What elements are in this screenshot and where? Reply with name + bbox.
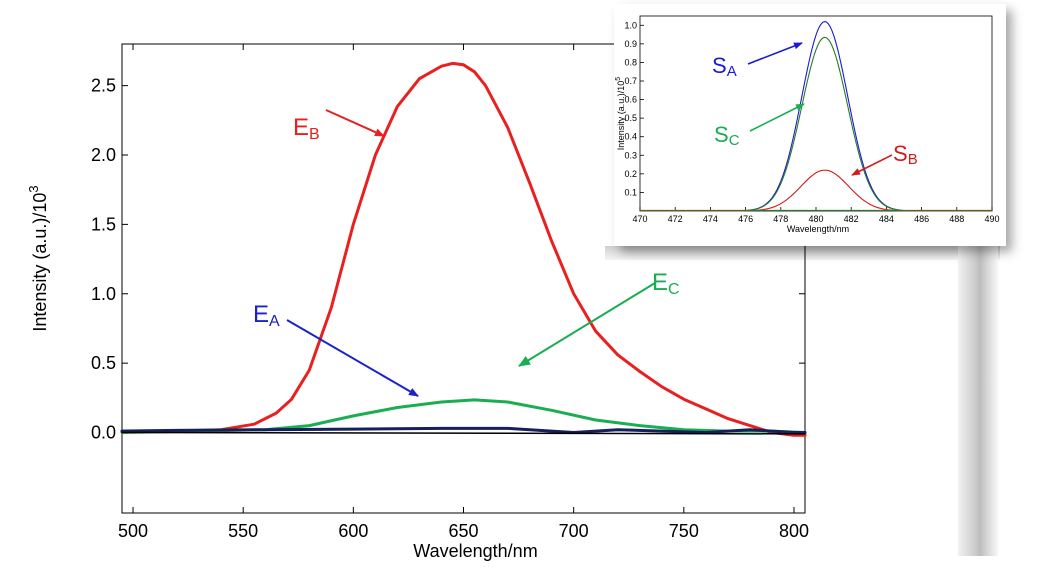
y-tick-label: 1.5 [91, 214, 116, 234]
inset-y-tick-label: 0.8 [624, 57, 637, 67]
inset-y-tick-label: 0.3 [624, 150, 637, 160]
series-label-sub: B [309, 126, 320, 143]
series-label-e-c: EC [652, 269, 680, 298]
y-axis-label-text: Intensity (a.u.)/10 [30, 193, 50, 332]
inset-y-tick-label: 0.2 [624, 169, 637, 179]
inset-arrow-s-b [851, 154, 893, 176]
inset-x-tick-label: 488 [949, 214, 964, 224]
inset-y-tick-label: 0.7 [624, 76, 637, 86]
inset-series-label-sub: B [908, 151, 918, 168]
inset-y-tick-label: 0.1 [624, 187, 637, 197]
inset-y-tick-label: 0.4 [624, 132, 637, 142]
x-tick-label: 500 [118, 521, 148, 541]
inset-x-tick-label: 478 [773, 214, 788, 224]
inset-series-s-b [640, 169, 992, 212]
y-tick-label: 0.0 [91, 423, 116, 443]
series-e-c [120, 398, 807, 434]
inset-chart: 470 472 474 476 478 480 482 484 486 488 490 0.1 0.2 0… [615, 15, 1000, 234]
arrow-e-a [286, 319, 419, 397]
inset-shadow-top [605, 246, 1000, 260]
inset-arrow-s-c [749, 103, 805, 132]
inset-panel: 470 472 474 476 478 480 482 484 486 488 490 0.1 0.2 0… [614, 4, 1006, 246]
inset-x-tick-label: 484 [879, 214, 894, 224]
y-tick-label: 1.0 [91, 284, 116, 304]
arrow-e-b [325, 109, 385, 137]
x-tick-label: 600 [338, 521, 368, 541]
inset-series-label-sub: C [729, 132, 740, 149]
inset-y-tick-label: 0.6 [624, 95, 637, 105]
inset-shadow-side [958, 246, 998, 556]
inset-y-tick-label: 0.5 [624, 113, 637, 123]
series-e-a [120, 426, 807, 434]
x-tick-label: 700 [559, 521, 589, 541]
inset-series-label-s-a: SA [712, 53, 737, 80]
series-label-main: E [293, 114, 309, 141]
x-tick-label: 650 [448, 521, 478, 541]
y-tick-label: 0.5 [91, 353, 116, 373]
inset-x-tick-label: 490 [984, 214, 999, 224]
inset-arrow-s-a [747, 42, 803, 65]
inset-x-tick-label: 470 [632, 214, 647, 224]
inset-frame [639, 15, 993, 212]
inset-x-tick-label: 472 [668, 214, 683, 224]
inset-x-axis-label: Wavelength/nm [787, 224, 849, 234]
y-axis-label: Intensity (a.u.)/103 [26, 185, 50, 331]
x-tick-label: 750 [669, 521, 699, 541]
inset-series-label-main: S [714, 122, 729, 147]
inset-y-tick-label: 0.9 [624, 39, 637, 49]
series-label-e-b: EB [293, 114, 320, 143]
series-label-sub: C [668, 281, 680, 298]
series-baseline [121, 431, 806, 435]
inset-series-s-c [640, 36, 992, 212]
inset-x-tick-label: 482 [844, 214, 859, 224]
inset-series-label-main: S [893, 141, 908, 166]
inset-series-label-s-c: SC [714, 122, 740, 149]
series-e-b [120, 61, 807, 437]
inset-x-tick-label: 486 [914, 214, 929, 224]
inset-y-axis-label-text: Intensity (a.u.)/10 [616, 81, 626, 151]
y-tick-label: 2.0 [91, 145, 116, 165]
inset-x-tick-label: 476 [738, 214, 753, 224]
inset-y-axis-label-sup: 5 [615, 77, 622, 81]
x-tick-label: 800 [779, 521, 809, 541]
arrow-e-c [518, 282, 656, 367]
series-label-sub: A [269, 313, 280, 330]
x-tick-label: 550 [228, 521, 258, 541]
y-tick-label: 2.5 [91, 76, 116, 96]
inset-series-label-main: S [712, 53, 727, 78]
series-label-main: E [652, 269, 668, 296]
inset-y-tick-label: 1.0 [624, 20, 637, 30]
inset-series-label-sub: A [727, 63, 737, 80]
y-axis-label-sup: 3 [26, 185, 41, 192]
inset-x-tick-label: 474 [703, 214, 718, 224]
inset-x-tick-label: 480 [808, 214, 823, 224]
inset-series-label-s-b: SB [893, 141, 918, 168]
inset-y-axis-label: Intensity (a.u.)/105 [615, 77, 626, 151]
series-label-e-a: EA [253, 301, 280, 330]
x-axis-label: Wavelength/nm [413, 541, 537, 561]
series-label-main: E [253, 301, 269, 328]
